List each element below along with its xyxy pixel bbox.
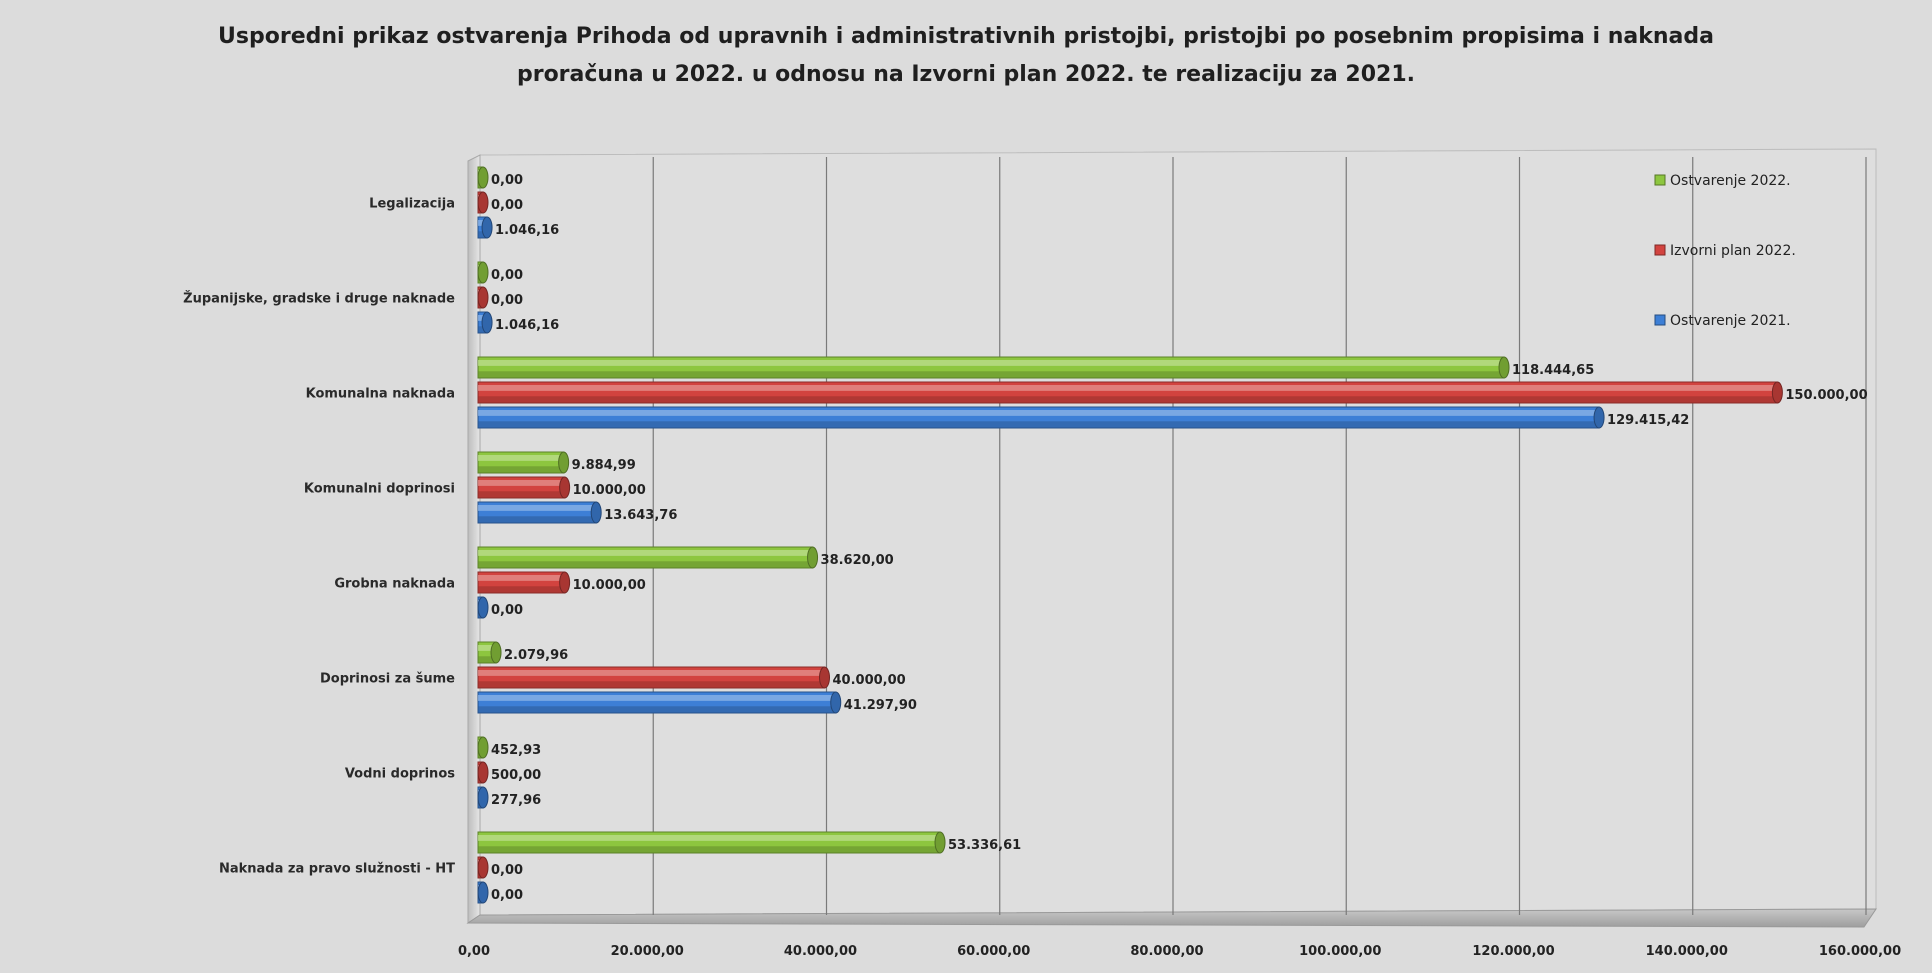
- x-tick-label: 20.000,00: [611, 944, 684, 959]
- data-label: 277,96: [491, 793, 541, 808]
- legend-label: Ostvarenje 2022.: [1670, 173, 1791, 189]
- category-label: Komunalni doprinosi: [304, 482, 455, 497]
- category-label: Komunalna naknada: [306, 387, 455, 402]
- legend-item: Ostvarenje 2021.: [1654, 313, 1791, 329]
- data-label: 0,00: [491, 173, 523, 188]
- x-tick-label: 0,00: [458, 944, 490, 959]
- data-label: 38.620,00: [821, 553, 894, 568]
- data-label: 0,00: [491, 293, 523, 308]
- data-label: 0,00: [491, 863, 523, 878]
- legend-item: Izvorni plan 2022.: [1654, 243, 1796, 259]
- bar: [477, 216, 493, 239]
- data-label: 118.444,65: [1512, 363, 1594, 378]
- bar: [477, 286, 489, 309]
- bar: [477, 571, 571, 594]
- x-tick-label: 60.000,00: [957, 944, 1030, 959]
- legend-item: Ostvarenje 2022.: [1654, 173, 1791, 189]
- bar: [477, 596, 489, 619]
- bar: [477, 736, 489, 759]
- data-label: 10.000,00: [573, 483, 646, 498]
- bar: [477, 406, 1605, 429]
- x-tick-label: 160.000,00: [1819, 944, 1901, 959]
- plot-floor: [466, 908, 1877, 928]
- data-label: 41.297,90: [844, 698, 917, 713]
- bar: [477, 311, 493, 334]
- bar: [477, 261, 489, 284]
- data-label: 40.000,00: [833, 673, 906, 688]
- data-label: 9.884,99: [572, 458, 636, 473]
- data-label: 1.046,16: [495, 318, 559, 333]
- bar: [477, 381, 1783, 404]
- legend-swatch: [1654, 174, 1666, 186]
- category-label: Vodni doprinos: [345, 767, 455, 782]
- bar: [477, 831, 946, 854]
- x-tick-label: 100.000,00: [1299, 944, 1381, 959]
- bar: [477, 191, 489, 214]
- bar: [477, 881, 489, 904]
- x-tick-label: 40.000,00: [784, 944, 857, 959]
- data-label: 13.643,76: [604, 508, 677, 523]
- data-label: 0,00: [491, 603, 523, 618]
- data-label: 150.000,00: [1785, 388, 1867, 403]
- plot-area: [479, 148, 1877, 916]
- data-label: 452,93: [491, 743, 541, 758]
- bar: [477, 641, 502, 664]
- data-label: 129.415,42: [1607, 413, 1689, 428]
- legend-label: Ostvarenje 2021.: [1670, 313, 1791, 329]
- category-label: Doprinosi za šume: [320, 672, 455, 687]
- bar: [477, 451, 570, 474]
- category-label: Grobna naknada: [334, 577, 455, 592]
- x-tick-label: 140.000,00: [1646, 944, 1728, 959]
- legend-label: Izvorni plan 2022.: [1670, 243, 1796, 259]
- bar: [477, 501, 602, 524]
- bar: [477, 356, 1510, 379]
- bar: [477, 856, 489, 879]
- legend-swatch: [1654, 244, 1666, 256]
- data-label: 1.046,16: [495, 223, 559, 238]
- data-label: 2.079,96: [504, 648, 568, 663]
- chart-title-line-2: proračuna u 2022. u odnosu na Izvorni pl…: [516, 62, 1416, 87]
- data-label: 0,00: [491, 888, 523, 903]
- bar: [477, 666, 830, 689]
- bar: [477, 761, 489, 784]
- bar: [477, 546, 819, 569]
- x-tick-label: 120.000,00: [1472, 944, 1554, 959]
- chart-title: Usporedni prikaz ostvarenja Prihoda od u…: [0, 18, 1932, 94]
- category-label: Legalizacija: [369, 197, 455, 212]
- data-label: 0,00: [491, 198, 523, 213]
- data-label: 0,00: [491, 268, 523, 283]
- legend-swatch: [1654, 314, 1666, 326]
- bar: [477, 166, 489, 189]
- category-label: Naknada za pravo služnosti - HT: [219, 862, 455, 877]
- x-tick-label: 80.000,00: [1130, 944, 1203, 959]
- bar: [477, 786, 489, 809]
- chart-title-line-1: Usporedni prikaz ostvarenja Prihoda od u…: [218, 24, 1714, 49]
- bar: [477, 691, 842, 714]
- data-label: 10.000,00: [573, 578, 646, 593]
- data-label: 53.336,61: [948, 838, 1021, 853]
- bar: [477, 476, 571, 499]
- data-label: 500,00: [491, 768, 541, 783]
- category-label: Županijske, gradske i druge naknade: [183, 291, 455, 307]
